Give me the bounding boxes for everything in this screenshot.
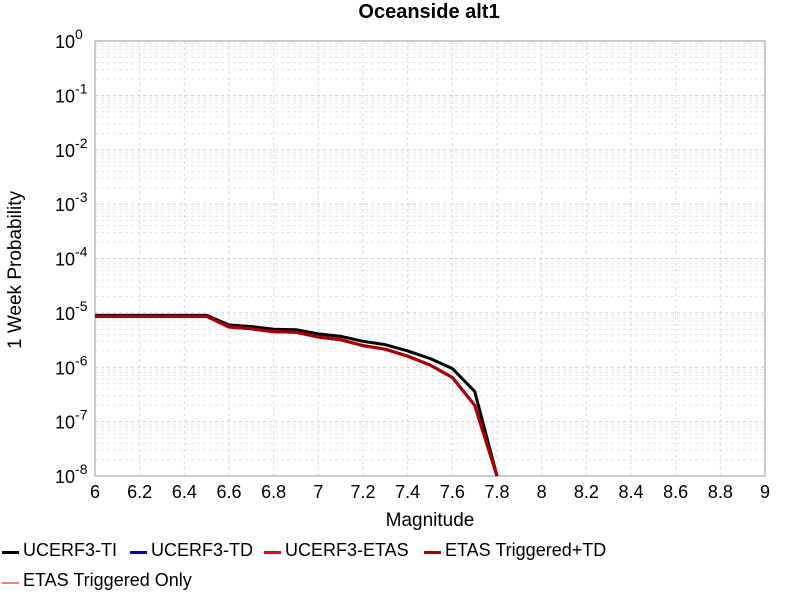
x-tick-label: 7.4	[395, 482, 420, 502]
chart: Oceanside alt1 6 6.2 6.4 6.6 6.8 7 7.2 7.4 7.6 7.…	[5, 1, 770, 531]
series-line-ucerf3-etas	[95, 314, 499, 477]
y-tick-label: 10-6	[55, 352, 88, 378]
x-tick-label: 6.8	[261, 482, 286, 502]
legend-item-etas-triggered-td: ETAS Triggered+TD	[424, 540, 606, 561]
x-tick-label: 6	[90, 482, 100, 502]
x-tick-label: 8.6	[663, 482, 688, 502]
x-tick-label: 6.6	[216, 482, 241, 502]
x-axis-label: Magnitude	[386, 510, 475, 531]
legend-item-ucerf3-etas: UCERF3-ETAS	[264, 540, 409, 561]
x-tick-label: 7	[313, 482, 323, 502]
x-tick-label: 6.2	[127, 482, 152, 502]
x-tick-label: 8	[537, 482, 547, 502]
x-tick-label: 6.4	[172, 482, 197, 502]
x-tick-label: 8.8	[708, 482, 733, 502]
y-tick-label: 10-3	[55, 189, 88, 215]
grid	[94, 41, 766, 477]
y-tick-label: 100	[55, 26, 83, 52]
legend-swatch-ucerf3-etas	[264, 551, 281, 554]
legend-label: ETAS Triggered+TD	[445, 540, 607, 560]
legend-label: UCERF3-TD	[151, 540, 253, 560]
y-tick-labels: 100 10-1 10-2 10-3 10-4 10-5 10-6 10-7 10-8	[55, 26, 88, 487]
x-tick-labels: 6 6.2 6.4 6.6 6.8 7 7.2 7.4 7.6 7.8 8 8.2 8.4 8.6 8.8 9	[90, 482, 770, 502]
x-tick-label: 9	[760, 482, 770, 502]
series-layer	[95, 313, 499, 477]
legend-swatch-etas-triggered-td	[424, 551, 441, 554]
y-tick-label: 10-1	[55, 80, 88, 106]
y-tick-label: 10-8	[55, 461, 88, 487]
legend-swatch-ucerf3-td	[130, 551, 147, 554]
x-tick-label: 8.4	[618, 482, 643, 502]
legend-label: ETAS Triggered Only	[23, 570, 192, 590]
legend-item-ucerf3-td: UCERF3-TD	[130, 540, 253, 561]
y-tick-label: 10-4	[55, 244, 88, 270]
chart-title: Oceanside alt1	[358, 1, 499, 23]
y-tick-label: 10-5	[55, 298, 88, 324]
legend-swatch-ucerf3-ti	[2, 551, 19, 554]
legend-item-ucerf3-ti: UCERF3-TI	[2, 540, 117, 561]
legend-swatch-etas-triggered-only	[2, 581, 19, 584]
x-tick-label: 7.2	[350, 482, 375, 502]
legend: UCERF3-TI UCERF3-TD UCERF3-ETAS ETAS Tri…	[0, 536, 800, 600]
series-line-etas-triggered-td	[95, 314, 499, 477]
y-tick-label: 10-7	[55, 407, 88, 433]
legend-item-etas-triggered-only: ETAS Triggered Only	[2, 570, 192, 591]
plot-frame	[94, 40, 766, 477]
x-tick-label: 8.2	[574, 482, 599, 502]
x-tick-label: 7.8	[484, 482, 509, 502]
series-line-ucerf3-td	[95, 314, 499, 477]
legend-label: UCERF3-TI	[23, 540, 117, 560]
legend-label: UCERF3-ETAS	[285, 540, 409, 560]
y-axis-label: 1 Week Probability	[5, 190, 26, 349]
x-tick-label: 7.6	[440, 482, 465, 502]
y-tick-label: 10-2	[55, 135, 88, 161]
